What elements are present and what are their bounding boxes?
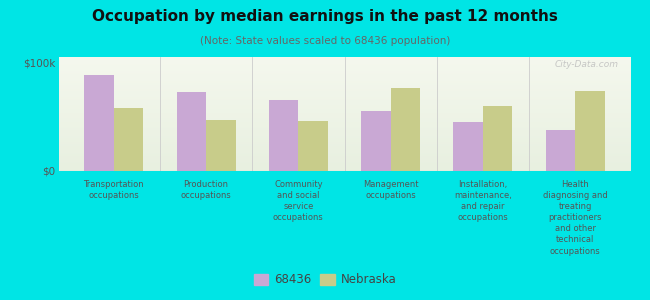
Bar [453, 122, 483, 171]
Bar [361, 111, 391, 171]
Bar [84, 76, 114, 171]
Legend: 68436, Nebraska: 68436, Nebraska [249, 269, 401, 291]
Text: (Note: State values scaled to 68436 population): (Note: State values scaled to 68436 popu… [200, 36, 450, 46]
Bar [483, 106, 512, 171]
Text: Community
and social
service
occupations: Community and social service occupations [273, 180, 324, 222]
Text: Health
diagnosing and
treating
practitioners
and other
technical
occupations: Health diagnosing and treating practitio… [543, 180, 608, 256]
Bar [177, 92, 206, 171]
Text: Transportation
occupations: Transportation occupations [84, 180, 144, 200]
Bar [545, 130, 575, 171]
Bar [575, 91, 604, 171]
Text: Production
occupations: Production occupations [181, 180, 231, 200]
Bar [206, 120, 236, 171]
Text: Installation,
maintenance,
and repair
occupations: Installation, maintenance, and repair oc… [454, 180, 512, 222]
Text: City-Data.com: City-Data.com [555, 60, 619, 69]
Text: Occupation by median earnings in the past 12 months: Occupation by median earnings in the pas… [92, 9, 558, 24]
Bar [114, 108, 144, 171]
Text: Management
occupations: Management occupations [363, 180, 419, 200]
Bar [391, 88, 420, 171]
Bar [269, 100, 298, 171]
Bar [298, 121, 328, 171]
